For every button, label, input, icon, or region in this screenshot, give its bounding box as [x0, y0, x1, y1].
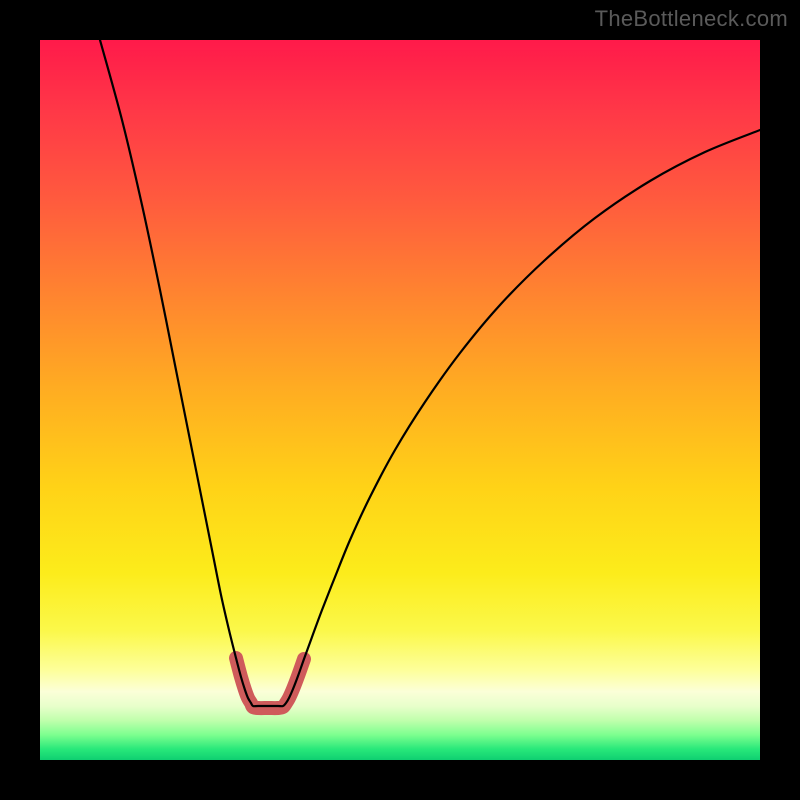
bottleneck-curve [100, 40, 760, 706]
plot-area [40, 40, 760, 760]
curve-layer [40, 40, 760, 760]
watermark-text: TheBottleneck.com [595, 6, 788, 32]
trough-highlight [236, 658, 304, 708]
